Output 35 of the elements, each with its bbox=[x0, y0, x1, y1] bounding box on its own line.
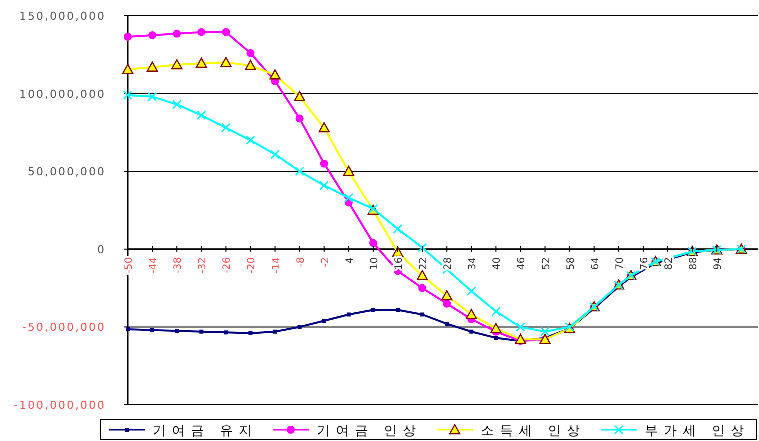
x-tick-label: -20 bbox=[246, 257, 258, 274]
legend-label: 부가세 인상 bbox=[645, 424, 750, 439]
x-tick-label: 40 bbox=[492, 257, 504, 270]
y-tick-label: 50,000,000 bbox=[28, 166, 106, 179]
x-tick-label: 34 bbox=[468, 257, 479, 270]
legend-label: 기여금 인상 bbox=[317, 424, 422, 439]
x-tick-label: 52 bbox=[541, 257, 552, 270]
x-tick-label: 88 bbox=[688, 257, 700, 270]
x-tick-label: 64 bbox=[590, 257, 602, 270]
legend-label: 기여금 유지 bbox=[153, 424, 258, 439]
y-tick-label: 150,000,000 bbox=[20, 10, 106, 23]
x-tick-label: 82 bbox=[664, 257, 675, 270]
x-tick-label: -38 bbox=[173, 257, 184, 274]
x-tick-label: 28 bbox=[443, 257, 454, 270]
x-tick-label: 76 bbox=[639, 257, 650, 270]
legend-label: 소득세 인상 bbox=[481, 424, 586, 439]
x-tick-label: 16 bbox=[394, 257, 405, 270]
x-tick-label: -14 bbox=[271, 257, 282, 274]
x-tick-label: 10 bbox=[369, 257, 380, 270]
x-tick-label: 94 bbox=[713, 257, 724, 270]
x-tick-label: 46 bbox=[516, 257, 528, 270]
x-tick-label: -8 bbox=[296, 257, 307, 268]
x-tick-label: 70 bbox=[614, 257, 626, 270]
x-tick-label: 22 bbox=[418, 257, 430, 270]
y-tick-label: 100,000,000 bbox=[20, 88, 106, 101]
y-tick-label: -100,000,000 bbox=[14, 399, 106, 412]
y-tick-label: 0 bbox=[98, 243, 106, 256]
x-tick-label: -2 bbox=[320, 257, 332, 268]
x-tick-label: 4 bbox=[344, 257, 356, 264]
x-tick-label: -44 bbox=[148, 257, 160, 274]
x-tick-label: -32 bbox=[198, 257, 209, 274]
x-tick-label: -50 bbox=[124, 257, 135, 274]
x-tick-label: 58 bbox=[566, 257, 577, 270]
y-tick-label: -50,000,000 bbox=[22, 321, 106, 334]
x-tick-label: -26 bbox=[222, 257, 234, 274]
